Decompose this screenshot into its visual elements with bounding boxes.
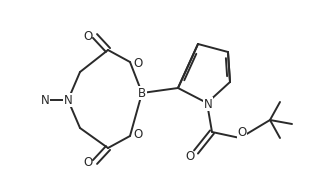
- Text: O: O: [237, 126, 246, 140]
- Text: B: B: [138, 87, 146, 99]
- Text: O: O: [83, 156, 93, 168]
- Text: N: N: [64, 94, 72, 107]
- Text: O: O: [185, 149, 195, 163]
- Text: N: N: [64, 94, 72, 107]
- Text: O: O: [133, 56, 143, 70]
- Text: N: N: [204, 97, 212, 111]
- Text: N: N: [41, 94, 49, 107]
- Text: O: O: [83, 30, 93, 42]
- Text: O: O: [133, 128, 143, 142]
